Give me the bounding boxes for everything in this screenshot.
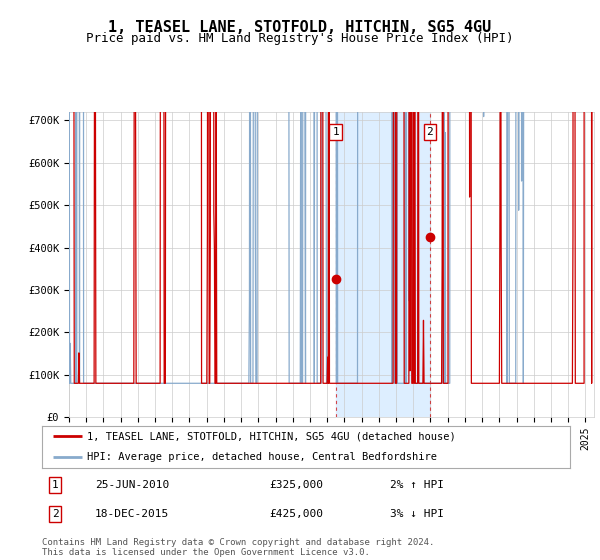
Text: 2: 2	[52, 509, 59, 519]
Text: 25-JUN-2010: 25-JUN-2010	[95, 480, 169, 490]
Text: 1: 1	[332, 127, 339, 137]
Text: Contains HM Land Registry data © Crown copyright and database right 2024.
This d: Contains HM Land Registry data © Crown c…	[42, 538, 434, 557]
Text: 18-DEC-2015: 18-DEC-2015	[95, 509, 169, 519]
Text: 1: 1	[52, 480, 59, 490]
Text: £325,000: £325,000	[269, 480, 323, 490]
Text: HPI: Average price, detached house, Central Bedfordshire: HPI: Average price, detached house, Cent…	[87, 452, 437, 462]
Text: £425,000: £425,000	[269, 509, 323, 519]
Text: 1, TEASEL LANE, STOTFOLD, HITCHIN, SG5 4GU (detached house): 1, TEASEL LANE, STOTFOLD, HITCHIN, SG5 4…	[87, 431, 455, 441]
Bar	[335, 112, 430, 417]
Text: Price paid vs. HM Land Registry's House Price Index (HPI): Price paid vs. HM Land Registry's House …	[86, 32, 514, 45]
Text: 2% ↑ HPI: 2% ↑ HPI	[391, 480, 445, 490]
Text: 3% ↓ HPI: 3% ↓ HPI	[391, 509, 445, 519]
Text: 1, TEASEL LANE, STOTFOLD, HITCHIN, SG5 4GU: 1, TEASEL LANE, STOTFOLD, HITCHIN, SG5 4…	[109, 20, 491, 35]
Text: 2: 2	[427, 127, 433, 137]
